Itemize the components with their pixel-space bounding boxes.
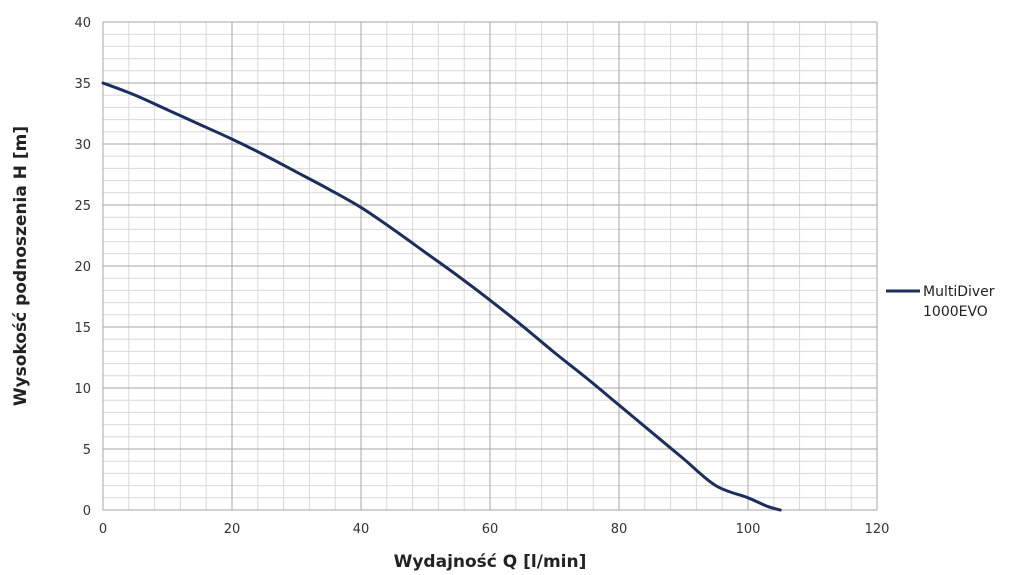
major-gridlines bbox=[102, 21, 878, 511]
y-tick-label: 15 bbox=[74, 321, 91, 336]
x-tick-label: 120 bbox=[865, 522, 890, 537]
series-line-multidiver-1000evo bbox=[101, 81, 782, 512]
x-tick-label: 80 bbox=[611, 522, 628, 537]
x-axis-title: Wydajność Q [l/min] bbox=[394, 552, 587, 572]
y-tick-label: 25 bbox=[74, 199, 91, 214]
x-tick-labels: 0 20 40 60 80 100 120 bbox=[99, 522, 890, 537]
y-tick-label: 0 bbox=[83, 504, 91, 519]
y-tick-label: 30 bbox=[74, 138, 91, 153]
y-tick-label: 40 bbox=[74, 16, 91, 31]
x-tick-label: 20 bbox=[224, 522, 241, 537]
y-tick-label: 5 bbox=[83, 443, 91, 458]
series-layer bbox=[101, 81, 782, 512]
x-tick-label: 40 bbox=[353, 522, 370, 537]
x-tick-label: 100 bbox=[736, 522, 761, 537]
legend: MultiDiver 1000EVO bbox=[886, 284, 995, 320]
legend-label-line2: 1000EVO bbox=[923, 304, 988, 320]
y-tick-label: 35 bbox=[74, 77, 91, 92]
y-tick-label: 10 bbox=[74, 382, 91, 397]
y-tick-labels: 0 5 10 15 20 25 30 35 40 bbox=[74, 16, 91, 519]
legend-label-line1: MultiDiver bbox=[923, 284, 995, 300]
y-axis-title: Wysokość podnoszenia H [m] bbox=[11, 126, 31, 406]
x-tick-label: 0 bbox=[99, 522, 107, 537]
x-tick-label: 60 bbox=[482, 522, 499, 537]
y-tick-label: 20 bbox=[74, 260, 91, 275]
